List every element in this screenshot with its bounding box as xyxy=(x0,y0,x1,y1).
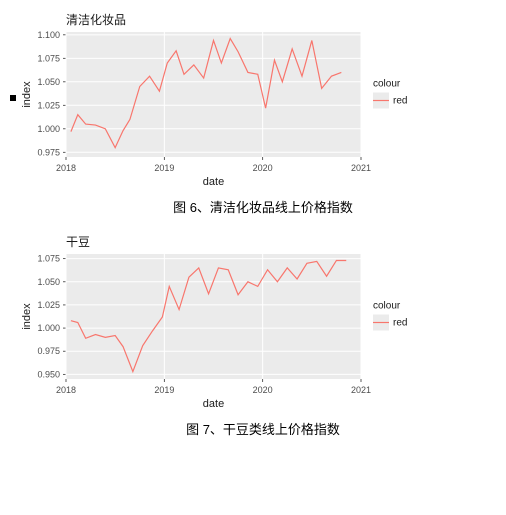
chart-row: 0.975 1.000 1.025 1.050 1.075 1.100 2018 2019 20… xyxy=(10,10,506,185)
y-tick-label: 1.000 xyxy=(37,124,60,134)
y-tick-label: 1.100 xyxy=(37,30,60,40)
legend-label: red xyxy=(393,96,407,107)
x-tick-label: 2018 xyxy=(56,163,76,173)
x-tick-label: 2019 xyxy=(154,385,174,395)
y-tick-label: 1.075 xyxy=(37,53,60,63)
x-tick-label: 2021 xyxy=(351,163,371,173)
x-tick-label: 2020 xyxy=(253,163,273,173)
y-tick-label: 1.000 xyxy=(37,323,60,333)
x-tick-label: 2020 xyxy=(253,385,273,395)
y-tick-label: 1.075 xyxy=(37,254,60,264)
figure-caption: 图 6、清洁化妆品线上价格指数 xyxy=(10,197,506,216)
bullet-icon xyxy=(10,95,16,101)
y-tick-label: 1.025 xyxy=(37,100,60,110)
y-axis-label: index xyxy=(21,81,33,108)
y-tick-label: 1.050 xyxy=(37,77,60,87)
chart-title: 清洁化妆品 xyxy=(66,13,126,27)
x-tick-label: 2018 xyxy=(56,385,76,395)
x-axis-label: date xyxy=(203,176,224,185)
y-tick-label: 1.025 xyxy=(37,300,60,310)
chart-row: 0.950 0.975 1.000 1.025 1.050 1.075 2018 2019 20… xyxy=(10,232,506,407)
legend-title: colour xyxy=(373,79,401,90)
chart-0: 0.975 1.000 1.025 1.050 1.075 1.100 2018 2019 20… xyxy=(18,10,438,185)
x-tick-label: 2019 xyxy=(154,163,174,173)
y-axis-label: index xyxy=(21,303,33,330)
y-tick-label: 0.950 xyxy=(37,369,60,379)
chart-1: 0.950 0.975 1.000 1.025 1.050 1.075 2018 2019 20… xyxy=(18,232,438,407)
chart-title: 干豆 xyxy=(66,235,90,249)
x-tick-label: 2021 xyxy=(351,385,371,395)
x-axis-label: date xyxy=(203,398,224,407)
y-tick-label: 1.050 xyxy=(37,277,60,287)
panel-background xyxy=(66,254,361,379)
legend-label: red xyxy=(393,318,407,329)
y-tick-label: 0.975 xyxy=(37,147,60,157)
y-tick-label: 0.975 xyxy=(37,346,60,356)
legend-title: colour xyxy=(373,301,401,312)
figure-caption: 图 7、干豆类线上价格指数 xyxy=(10,419,506,438)
